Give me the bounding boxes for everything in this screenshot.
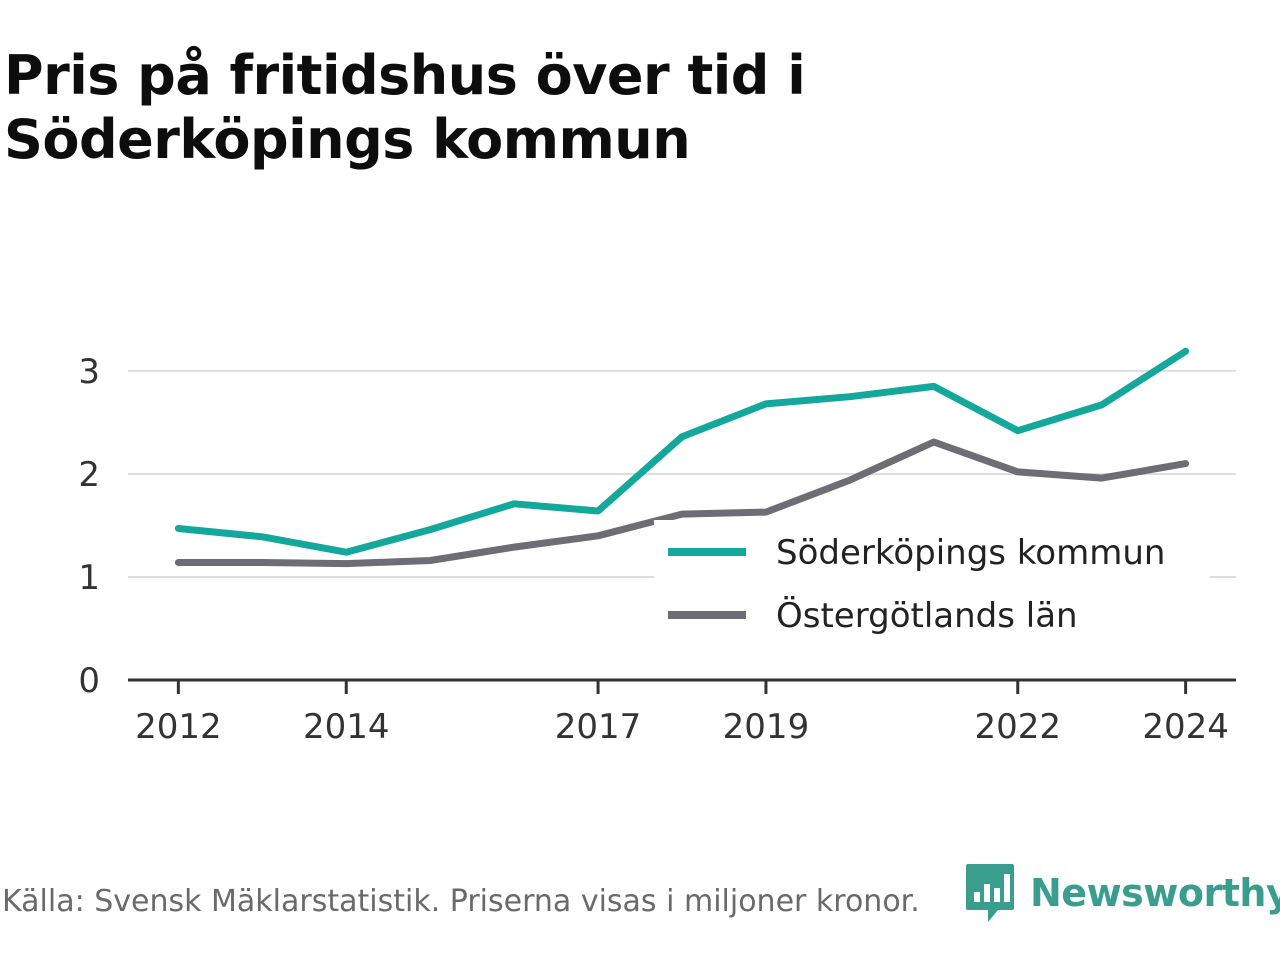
series-line-1 [174,347,1190,556]
x-tick-label: 2012 [135,707,222,747]
legend: Söderköpings kommun Östergötlands län [654,520,1210,646]
series-line-2 [174,438,1190,568]
x-tick-label: 2017 [555,707,642,747]
brand-logo: Newsworthy [964,862,1280,924]
series-lines [174,347,1190,568]
chart-title: Pris på fritidshus över tid i Söderköpin… [4,44,806,171]
legend-background [654,520,1210,646]
legend-label: Östergötlands län [776,595,1078,636]
y-tick-label: 3 [78,352,100,392]
newsworthy-logo-icon [966,864,1014,922]
source-note: Källa: Svensk Mäklarstatistik. Priserna … [2,884,920,919]
y-tick-label: 1 [78,558,100,598]
x-tick-label: 2024 [1142,707,1229,747]
y-tick-label: 2 [78,455,100,495]
axes: 0 1 2 3 2012 2014 2017 2019 2022 2024 [78,352,1236,747]
brand-name: Newsworthy [1030,871,1280,915]
x-tick-label: 2022 [974,707,1061,747]
x-tick-label: 2014 [303,707,390,747]
y-tick-label: 0 [78,661,100,701]
legend-label: Söderköpings kommun [776,533,1165,573]
x-tick-label: 2019 [723,707,810,747]
